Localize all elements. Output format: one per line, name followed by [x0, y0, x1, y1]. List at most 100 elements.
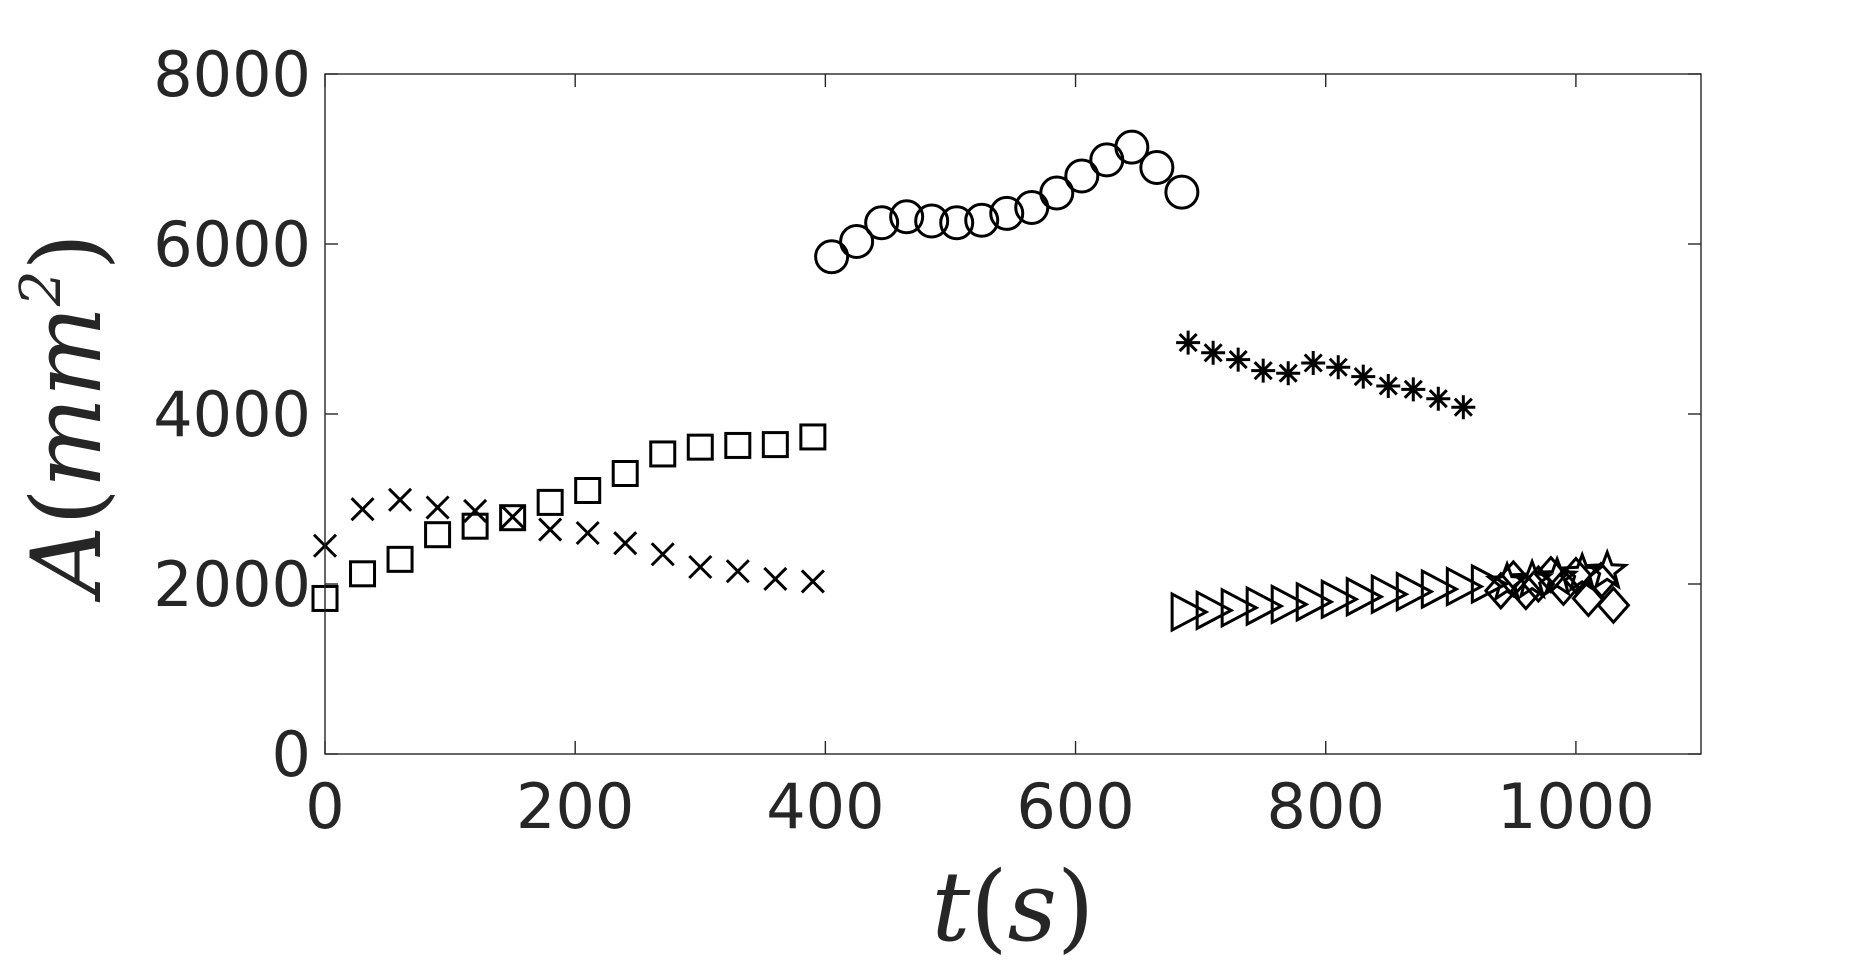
data-point-cross: [575, 520, 600, 546]
y-axis-label-sup: 2: [9, 270, 74, 307]
data-point-cross: [688, 554, 713, 580]
data-point-triangle-right: [1320, 578, 1360, 620]
data-point-cross: [538, 517, 563, 542]
data-point-pentagram: [1560, 550, 1605, 593]
y-axis-label-close: ): [11, 233, 123, 270]
x-tick-label: 200: [516, 770, 634, 843]
data-point-asterisk: [1451, 395, 1476, 420]
y-tick-label: 2000: [153, 548, 311, 621]
x-axis-label-close: ): [1057, 851, 1094, 963]
data-point-circle: [1114, 129, 1150, 165]
data-point-square: [761, 431, 789, 459]
data-point-square: [499, 504, 527, 532]
data-point-square: [349, 560, 377, 588]
data-point-diamond: [1596, 585, 1631, 625]
data-point-triangle-right: [1245, 585, 1285, 627]
data-point-square: [536, 488, 564, 516]
x-axis-label-var: t: [932, 851, 971, 963]
data-point-circle: [814, 239, 850, 275]
data-point-triangle-right: [1270, 583, 1310, 625]
data-point-cross: [425, 495, 450, 520]
series-pentagram: [1484, 548, 1630, 602]
data-point-circle: [964, 202, 1000, 238]
data-point-asterisk: [1276, 361, 1301, 386]
data-point-asterisk: [1326, 355, 1351, 380]
data-point-asterisk: [1401, 377, 1426, 402]
data-point-circle: [889, 199, 925, 235]
data-point-circle: [1164, 174, 1200, 210]
x-tick-labels: 0 200 400 600 800 1000: [305, 770, 1655, 843]
x-tick-label: 400: [766, 770, 884, 843]
x-tick-label: 600: [1016, 770, 1134, 843]
y-tick-labels: 0 2000 4000 6000 8000: [153, 38, 311, 791]
x-axis-label-unit: s: [1008, 851, 1057, 963]
data-point-square: [386, 545, 414, 573]
data-point-triangle-right: [1420, 568, 1460, 610]
y-tick-label: 4000: [153, 378, 311, 451]
data-point-triangle-right: [1220, 587, 1260, 629]
data-point-circle: [914, 203, 950, 239]
axis-ticks: [324, 73, 1701, 755]
data-point-circle: [1064, 158, 1100, 194]
x-tick-label: 0: [305, 770, 344, 843]
data-point-cross: [650, 542, 675, 567]
data-point-cross: [613, 531, 638, 556]
data-point-circle: [839, 223, 875, 259]
data-point-triangle-right: [1370, 573, 1410, 615]
y-tick-label: 6000: [153, 208, 311, 281]
data-point-pentagram: [1484, 559, 1530, 602]
data-point-square: [724, 431, 752, 459]
data-point-asterisk: [1351, 364, 1376, 389]
x-axis-label-open: (: [970, 851, 1007, 963]
data-point-square: [686, 433, 714, 461]
y-tick-label: 8000: [153, 38, 311, 111]
data-point-square: [461, 512, 489, 540]
data-point-asterisk: [1251, 358, 1276, 383]
plot-area: [325, 74, 1701, 754]
data-point-square: [574, 477, 602, 504]
data-point-cross: [763, 566, 788, 591]
data-point-asterisk: [1176, 330, 1201, 355]
data-point-asterisk: [1426, 386, 1451, 411]
series-asterisk: [1176, 330, 1476, 420]
y-axis-label-var: A: [11, 526, 123, 603]
series-cross: [312, 487, 825, 594]
series-circle: [814, 129, 1200, 275]
data-point-triangle-right: [1345, 576, 1385, 618]
data-point-asterisk: [1376, 373, 1401, 398]
y-tick-label: 0: [272, 718, 311, 791]
data-markers: [311, 129, 1631, 633]
data-point-circle: [939, 205, 975, 241]
data-point-square: [611, 460, 639, 487]
data-point-triangle-right: [1195, 589, 1235, 631]
y-axis-label-open: (: [11, 488, 123, 525]
data-point-triangle-right: [1395, 571, 1435, 613]
data-point-cross: [725, 559, 750, 584]
data-point-cross: [500, 504, 525, 529]
data-point-diamond: [1483, 571, 1518, 611]
x-axis-label: t(s): [932, 851, 1095, 963]
data-point-asterisk: [1226, 347, 1251, 372]
y-axis-label-unit: mm: [11, 306, 123, 488]
data-point-square: [649, 440, 677, 468]
data-point-triangle-right: [1445, 566, 1485, 608]
data-point-pentagram: [1510, 557, 1555, 600]
data-point-cross: [387, 487, 413, 512]
x-tick-label: 800: [1267, 770, 1385, 843]
data-point-circle: [1139, 150, 1175, 185]
data-point-pentagram: [1585, 548, 1630, 591]
data-point-asterisk: [1201, 340, 1226, 365]
x-tick-label: 1000: [1497, 770, 1655, 843]
y-axis-label: A(mm2): [9, 233, 123, 603]
data-point-square: [424, 521, 452, 549]
data-point-circle: [864, 205, 900, 241]
data-point-cross: [350, 497, 375, 522]
data-point-triangle-right: [1170, 591, 1210, 633]
data-point-triangle-right: [1295, 581, 1335, 623]
data-point-asterisk: [1301, 351, 1326, 375]
data-point-circle: [989, 195, 1025, 231]
series-triangle-right: [1170, 563, 1510, 633]
data-point-circle: [1039, 175, 1075, 211]
data-point-square: [799, 423, 827, 451]
